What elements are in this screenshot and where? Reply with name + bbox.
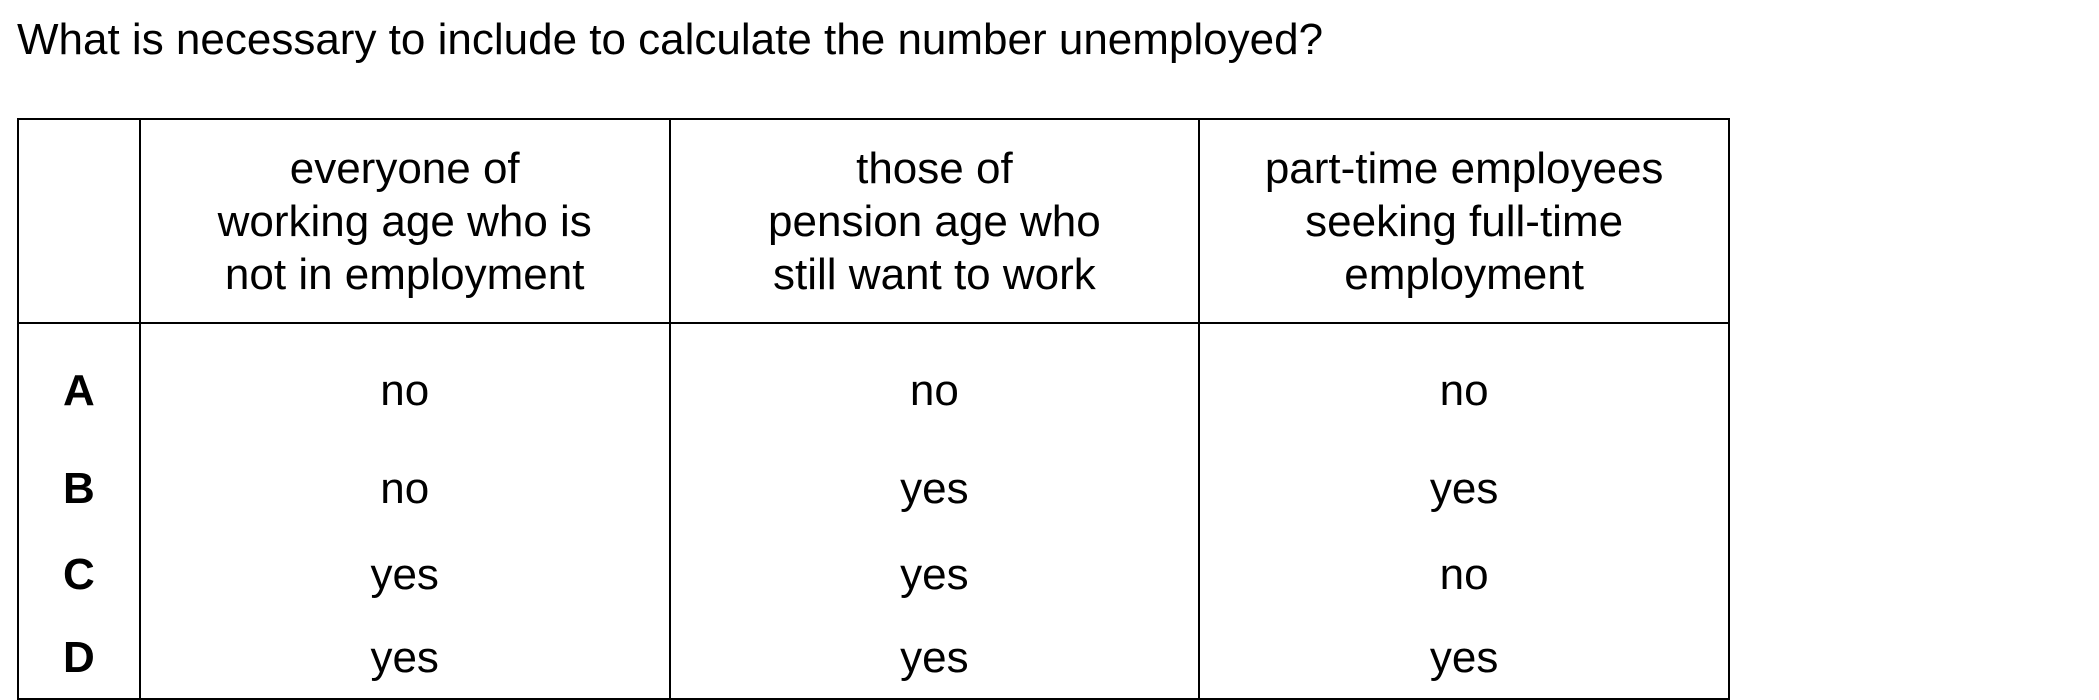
table-cell: yes [668, 618, 1201, 700]
table-row: D yes yes yes [17, 618, 1730, 700]
table-cell: no [1198, 323, 1730, 446]
row-key: C [17, 532, 141, 618]
table-cell: yes [1198, 446, 1730, 532]
table-cell: no [138, 323, 671, 446]
row-key: D [17, 618, 141, 700]
table-cell: yes [668, 532, 1201, 618]
table-cell: yes [138, 532, 671, 618]
table-cell: yes [138, 618, 671, 700]
table-cell: yes [668, 446, 1201, 532]
table-cell: no [668, 323, 1201, 446]
header-line: those of [856, 143, 1013, 193]
header-line: employment [1344, 249, 1584, 299]
header-line: seeking full-time [1305, 196, 1624, 246]
header-line: part-time employees [1264, 143, 1664, 193]
header-line: pension age who [768, 196, 1101, 246]
header-cell-working-age: everyone of working age who is not in em… [138, 118, 671, 324]
table-row: C yes yes no [17, 532, 1730, 618]
question-text: What is necessary to include to calculat… [17, 15, 1324, 64]
table-row: A no no no [17, 323, 1730, 446]
table-header-row: everyone of working age who is not in em… [17, 118, 1730, 324]
answer-options-table: everyone of working age who is not in em… [17, 118, 1730, 700]
header-cell-empty [17, 118, 141, 324]
table-cell: no [1198, 532, 1730, 618]
header-line: still want to work [773, 249, 1096, 299]
header-line: not in employment [224, 249, 585, 299]
header-cell-pension-age: those of pension age who still want to w… [668, 118, 1201, 324]
row-key: B [17, 446, 141, 532]
row-key: A [17, 323, 141, 446]
header-cell-part-time: part-time employees seeking full-time em… [1198, 118, 1730, 324]
header-line: everyone of [289, 143, 520, 193]
table-row: B no yes yes [17, 446, 1730, 532]
table-cell: no [138, 446, 671, 532]
header-line: working age who is [217, 196, 592, 246]
